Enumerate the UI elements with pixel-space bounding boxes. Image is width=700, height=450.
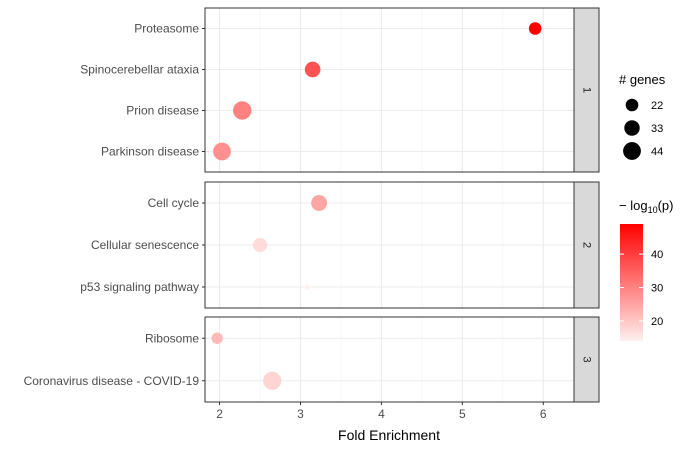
x-tick-label: 2 (216, 407, 223, 421)
category-label: Proteasome (134, 22, 199, 36)
size-legend-key (624, 120, 640, 136)
size-legend-title: # genes (619, 72, 666, 87)
color-legend: − log10(p) 40 30 20 (619, 198, 673, 341)
data-point (263, 371, 282, 390)
facet-strip-label: 3 (581, 356, 593, 362)
x-tick-label: 3 (297, 407, 304, 421)
facet-panel-2: Cell cycle Cellular senescence p53 signali… (80, 181, 600, 309)
data-point (252, 237, 268, 253)
size-legend-label: 22 (651, 100, 663, 112)
category-label: Coronavirus disease - COVID-19 (24, 374, 200, 388)
category-label: Cell cycle (148, 196, 200, 210)
category-label: Parkinson disease (101, 145, 199, 159)
size-legend-key (625, 98, 639, 112)
x-tick-label: 6 (540, 407, 547, 421)
color-legend-title: − log10(p) (619, 198, 673, 215)
panel-background (204, 316, 575, 403)
facet-strip (573, 316, 600, 403)
colorbar-tick-label: 30 (651, 283, 663, 295)
data-point (311, 195, 328, 211)
color-legend-title-sub: 10 (648, 205, 658, 215)
facet-strip-label: 1 (581, 87, 593, 93)
size-legend: # genes 22 33 44 (619, 72, 666, 160)
category-label: Spinocerebellar ataxia (80, 63, 199, 77)
colorbar-tick-label: 20 (651, 316, 663, 328)
size-legend-label: 44 (651, 146, 663, 158)
data-point (213, 142, 231, 161)
color-legend-title-prefix: − log (619, 198, 648, 213)
size-legend-key (623, 142, 641, 160)
facet-strip (573, 7, 600, 173)
panel-background (204, 7, 575, 173)
data-point (304, 284, 310, 290)
data-point (211, 332, 223, 344)
category-label: Cellular senescence (91, 238, 199, 252)
colorbar (620, 224, 643, 341)
facet-strip (573, 181, 600, 309)
x-tick-label: 4 (378, 407, 385, 421)
facet-strip-label: 2 (581, 242, 593, 248)
category-label: p53 signaling pathway (80, 280, 199, 294)
x-tick-label: 5 (459, 407, 466, 421)
colorbar-tick-label: 40 (651, 249, 663, 261)
category-label: Ribosome (145, 331, 199, 345)
x-axis-title: Fold Enrichment (338, 427, 440, 443)
data-point (528, 22, 542, 35)
facet-panels: Proteasome Spinocerebellar ataxia Prion di… (24, 7, 600, 403)
x-axis: 2 3 4 5 6 (216, 402, 547, 421)
facet-panel-1: Proteasome Spinocerebellar ataxia Prion di… (80, 7, 600, 173)
color-legend-title-suffix: (p) (658, 198, 674, 213)
data-point (233, 101, 252, 120)
data-point (304, 61, 321, 78)
facet-panel-3: Ribosome Coronavirus disease - COVID-19 3 (24, 316, 600, 403)
category-label: Prion disease (126, 104, 199, 118)
size-legend-label: 33 (651, 123, 663, 135)
